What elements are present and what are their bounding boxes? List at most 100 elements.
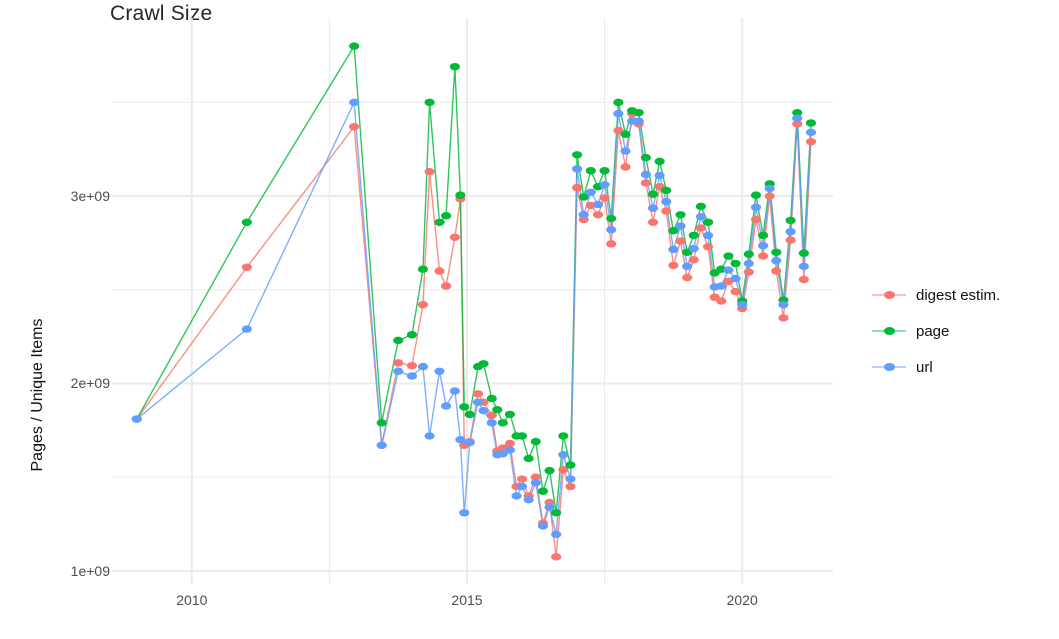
data-point	[805, 128, 817, 137]
data-point	[792, 114, 803, 122]
data-point	[695, 202, 707, 211]
data-point	[486, 411, 497, 420]
data-point	[675, 222, 686, 230]
data-point	[661, 186, 672, 195]
data-point	[578, 211, 589, 219]
legend-item[interactable]: page	[872, 322, 1000, 340]
data-point	[716, 297, 727, 305]
data-point	[771, 248, 782, 256]
data-point	[778, 314, 789, 322]
data-point	[497, 419, 508, 427]
data-point	[730, 274, 741, 283]
data-point	[241, 218, 252, 226]
data-point	[530, 473, 541, 481]
legend-item-label: page	[916, 322, 950, 340]
data-point	[523, 495, 534, 504]
data-point	[449, 387, 460, 395]
data-point	[688, 231, 699, 240]
data-point	[486, 419, 497, 427]
data-point	[571, 151, 583, 159]
data-point	[393, 359, 404, 367]
data-point	[455, 435, 466, 444]
data-point	[599, 167, 610, 175]
data-point	[750, 191, 762, 199]
data-point	[459, 509, 470, 517]
data-point	[523, 454, 534, 463]
data-point	[750, 215, 762, 224]
data-point	[478, 406, 489, 415]
data-point	[661, 197, 672, 206]
data-point	[668, 227, 679, 235]
data-point	[798, 262, 809, 271]
data-point	[571, 165, 583, 173]
data-point	[668, 245, 679, 254]
data-point	[434, 367, 445, 375]
y-tick-label: 1e+09	[70, 562, 110, 579]
data-point	[434, 218, 445, 226]
data-point	[798, 249, 809, 257]
series-points-digest-estim-	[131, 109, 817, 561]
legend-item[interactable]: url	[872, 358, 1000, 376]
data-point	[241, 263, 252, 271]
data-point	[440, 402, 452, 410]
data-point	[599, 181, 610, 189]
data-point	[792, 108, 803, 117]
data-point	[406, 372, 418, 380]
series-points-page	[131, 42, 817, 517]
data-point	[551, 553, 562, 561]
data-point	[585, 188, 596, 196]
data-point	[558, 432, 569, 440]
data-point	[798, 275, 809, 284]
data-point	[613, 109, 624, 118]
data-point	[785, 227, 796, 236]
x-tick-label: 2010	[176, 592, 208, 608]
data-point	[695, 224, 707, 232]
data-point	[440, 282, 452, 290]
data-point	[785, 216, 796, 225]
data-point	[743, 268, 754, 276]
data-point	[511, 492, 522, 500]
data-point	[131, 415, 142, 423]
data-point	[682, 273, 693, 282]
legend-item[interactable]: digest estim.	[872, 286, 1000, 304]
data-point	[464, 410, 475, 419]
data-point	[688, 256, 699, 264]
data-point	[455, 191, 466, 199]
series-line-page	[136, 45, 812, 514]
data-point	[805, 138, 817, 146]
y-axis-tick-labels: 1e+09 2e+09 3e+09	[0, 0, 110, 639]
data-point	[578, 193, 589, 201]
data-point	[730, 287, 741, 296]
data-point	[571, 183, 583, 192]
legend-item-label: digest estim.	[916, 286, 1001, 304]
data-point	[592, 211, 604, 219]
data-point	[661, 207, 672, 215]
legend-item-label: url	[916, 358, 933, 376]
data-point	[424, 432, 435, 440]
x-tick-label: 2015	[451, 592, 483, 608]
legend-key-icon	[872, 358, 906, 376]
data-point	[406, 331, 418, 339]
legend-key-icon	[872, 322, 906, 340]
data-point	[743, 259, 754, 268]
data-point	[771, 257, 782, 265]
data-point	[613, 126, 624, 135]
y-tick-label: 3e+09	[70, 188, 110, 205]
data-point	[599, 194, 610, 202]
x-tick-label: 2020	[726, 592, 758, 608]
series-points-url	[131, 98, 817, 539]
data-point	[758, 252, 769, 260]
data-point	[723, 266, 734, 274]
data-point	[516, 432, 528, 440]
data-point	[417, 265, 429, 273]
data-point	[472, 390, 484, 398]
data-point	[606, 240, 617, 248]
data-point	[349, 123, 360, 131]
data-point	[647, 204, 659, 212]
chart-title: Crawl Size	[110, 2, 213, 25]
data-point	[424, 167, 435, 176]
data-point	[565, 461, 576, 469]
data-point	[730, 259, 741, 268]
data-point	[434, 267, 445, 275]
